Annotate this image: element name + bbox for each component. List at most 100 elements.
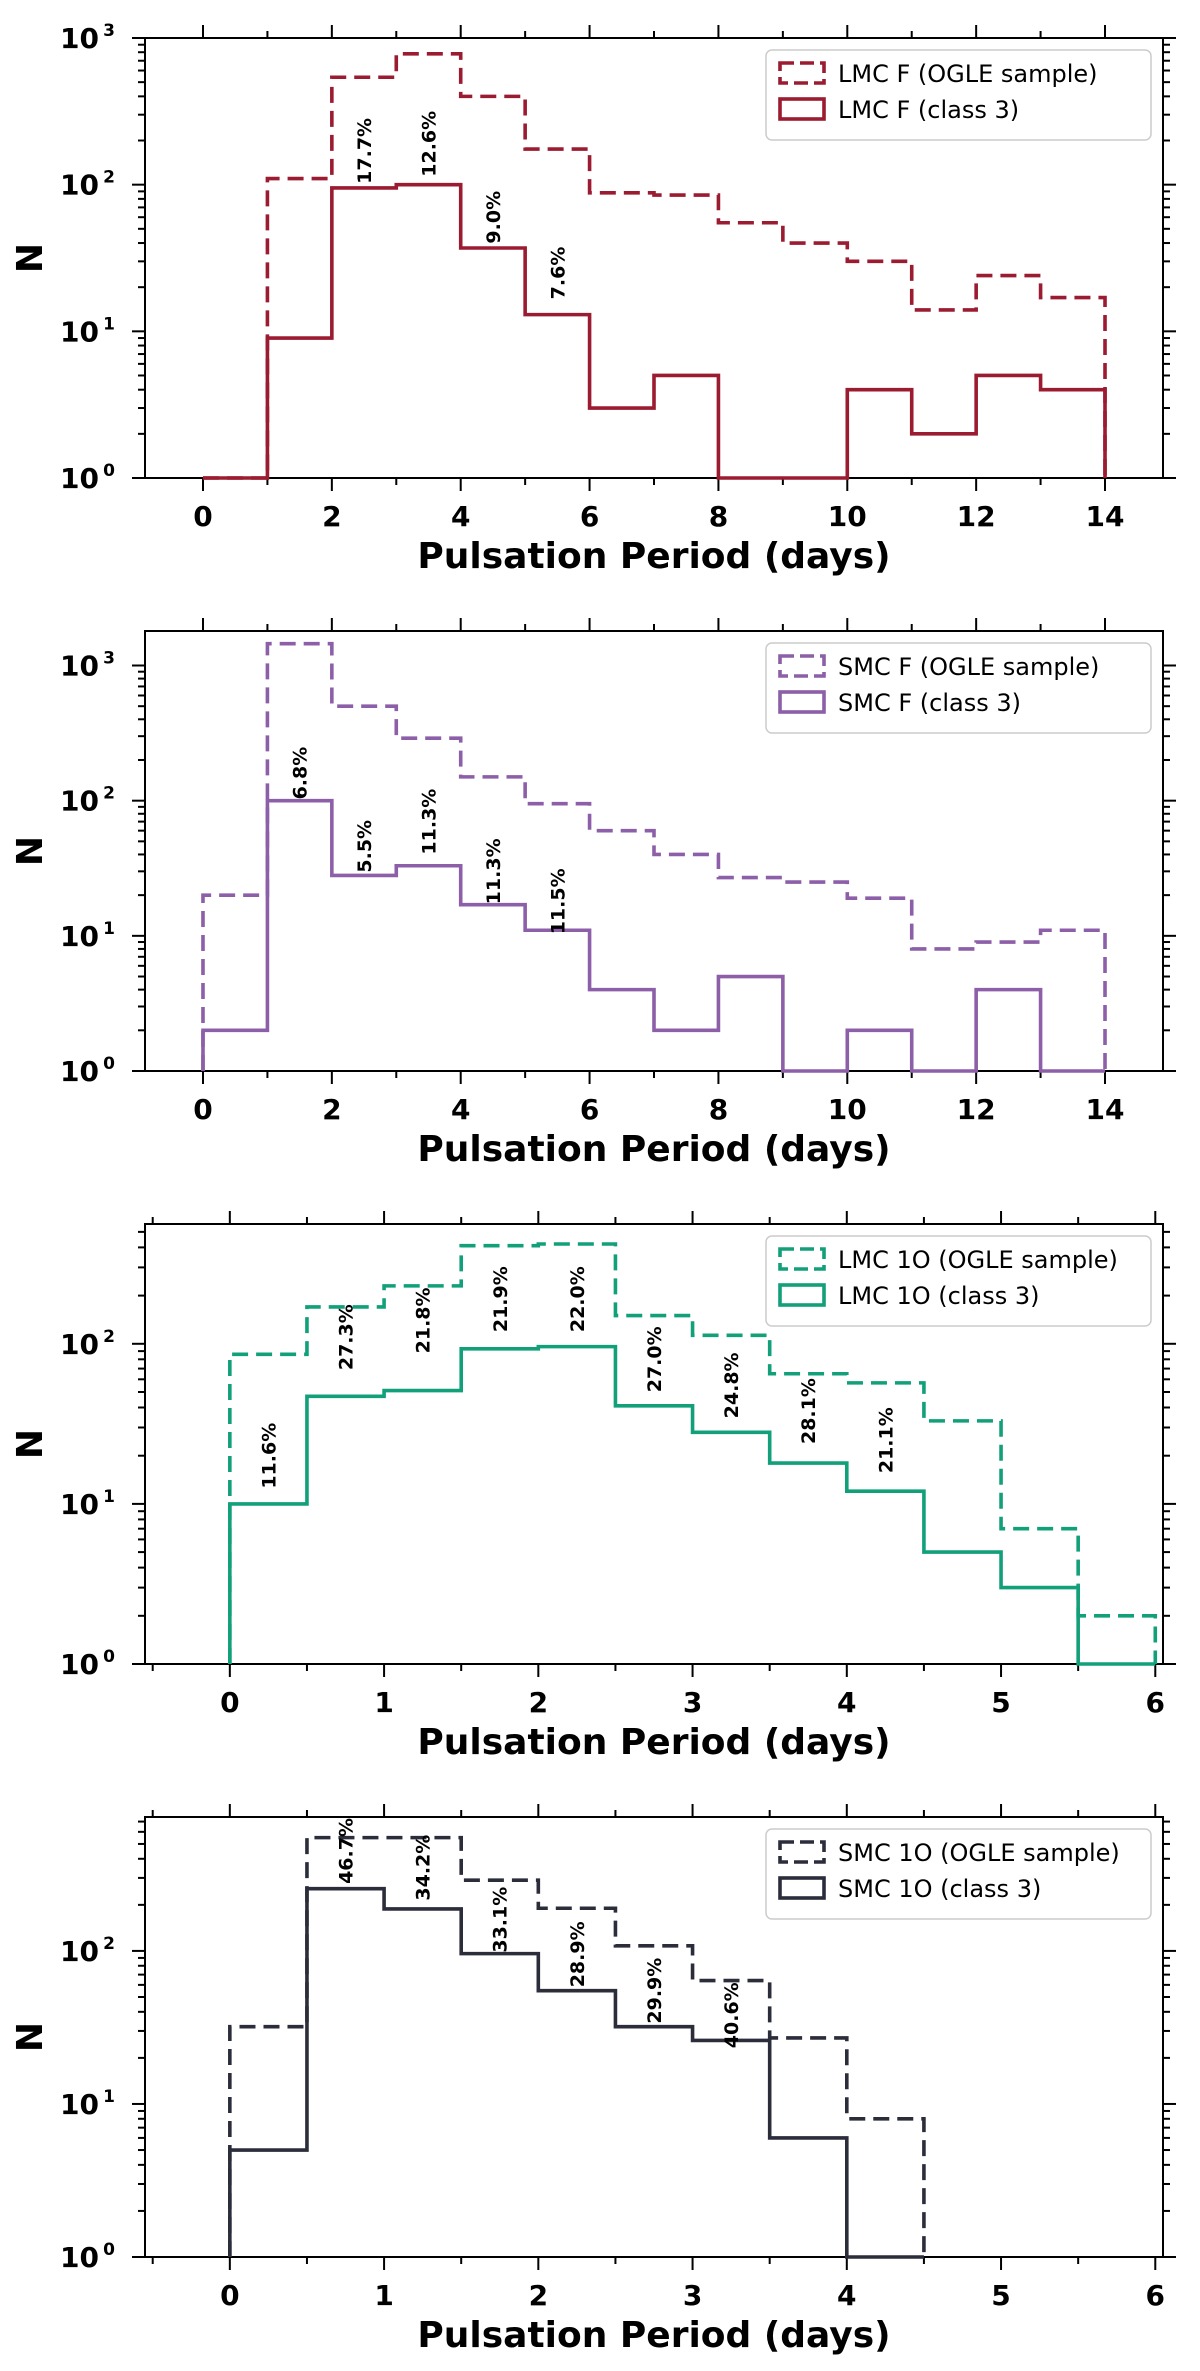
x-tick-label: 8 — [709, 500, 728, 533]
y-tick-exponent: 1 — [103, 919, 115, 939]
y-tick-base: 10 — [60, 1488, 99, 1521]
x-tick-label: 6 — [1146, 1686, 1165, 1719]
x-tick-label: 4 — [451, 1093, 470, 1126]
x-tick-label: 2 — [322, 500, 341, 533]
percentage-label: 27.3% — [336, 1304, 358, 1370]
y-tick-base: 10 — [60, 2241, 99, 2274]
y-tick-label: 10 — [60, 315, 99, 348]
y-tick-exponent: 0 — [103, 461, 115, 481]
y-tick-exponent: 2 — [103, 168, 115, 188]
x-axis-title: Pulsation Period (days) — [417, 1129, 890, 1170]
y-tick-label: 10 — [60, 1055, 99, 1088]
legend: LMC F (OGLE sample) LMC F (class 3) — [765, 49, 1152, 141]
y-tick-base: 10 — [60, 785, 99, 818]
x-tick-label: 5 — [991, 1686, 1010, 1719]
x-axis-title: Pulsation Period (days) — [417, 1722, 890, 1763]
legend-swatch-solid — [778, 97, 826, 121]
legend-box — [765, 49, 1152, 141]
y-tick-label: 10 — [60, 785, 99, 818]
percentage-label: 22.0% — [567, 1266, 589, 1332]
legend-label: LMC 1O (class 3) — [838, 1282, 1039, 1310]
x-tick-label: 4 — [837, 1686, 856, 1719]
x-tick-label: 6 — [580, 500, 599, 533]
y-tick-label: 10 — [60, 462, 99, 495]
percentage-label: 46.7% — [336, 1818, 358, 1884]
percentage-label: 9.0% — [483, 191, 505, 244]
y-tick-base: 10 — [60, 462, 99, 495]
percentage-label: 40.6% — [721, 1982, 743, 2048]
percentage-label: 11.3% — [483, 838, 505, 904]
x-tick-label: 2 — [322, 1093, 341, 1126]
ogle-sample-histogram — [202, 52, 1107, 480]
x-tick-label: 3 — [683, 2279, 702, 2312]
y-tick-exponent: 1 — [103, 2087, 115, 2107]
percentage-label: 29.9% — [644, 1958, 666, 2024]
percentage-label: 11.5% — [547, 868, 569, 934]
percentage-label: 11.6% — [258, 1423, 280, 1489]
legend-label: SMC F (OGLE sample) — [838, 653, 1099, 681]
legend-label: SMC 1O (OGLE sample) — [838, 1839, 1120, 1867]
y-tick-exponent: 1 — [103, 314, 115, 334]
class3-histogram — [202, 182, 1107, 480]
y-tick-base: 10 — [60, 2088, 99, 2121]
y-tick-exponent: 3 — [103, 649, 115, 669]
percentage-label: 34.2% — [413, 1835, 435, 1901]
legend-box — [765, 1828, 1152, 1920]
percentage-label: 21.8% — [413, 1287, 435, 1353]
legend-swatch-dashed — [778, 654, 826, 678]
legend-label: LMC 1O (OGLE sample) — [838, 1246, 1118, 1274]
x-tick-label: 2 — [529, 1686, 548, 1719]
y-tick-label: 10 — [60, 2088, 99, 2121]
y-tick-base: 10 — [60, 1935, 99, 1968]
percentage-label: 33.1% — [490, 1887, 512, 1953]
legend-swatch-dashed — [778, 1247, 826, 1271]
legend-swatch-solid — [778, 1283, 826, 1307]
y-tick-exponent: 0 — [103, 2240, 115, 2260]
y-tick-exponent: 3 — [103, 21, 115, 41]
legend: SMC F (OGLE sample) SMC F (class 3) — [765, 642, 1152, 734]
y-tick-label: 10 — [60, 1488, 99, 1521]
percentage-label: 28.9% — [567, 1921, 589, 1987]
y-tick-base: 10 — [60, 315, 99, 348]
y-tick-exponent: 0 — [103, 1647, 115, 1667]
plot-frame — [144, 1223, 1164, 1665]
y-axis-title: N — [10, 1429, 51, 1459]
percentage-label: 11.3% — [418, 789, 440, 855]
x-tick-label: 0 — [193, 1093, 212, 1126]
x-tick-label: 12 — [957, 1093, 996, 1126]
x-tick-label: 0 — [220, 1686, 239, 1719]
y-tick-label: 10 — [60, 2241, 99, 2274]
y-tick-exponent: 1 — [103, 1487, 115, 1507]
percentage-label: 27.0% — [644, 1326, 666, 1392]
x-tick-label: 10 — [828, 500, 867, 533]
y-tick-exponent: 2 — [103, 784, 115, 804]
legend-label: SMC F (class 3) — [838, 689, 1021, 717]
y-axis-title: N — [10, 2022, 51, 2052]
y-tick-label: 10 — [60, 1648, 99, 1681]
y-tick-label: 10 — [60, 169, 99, 202]
x-tick-label: 6 — [580, 1093, 599, 1126]
legend-swatch-dashed — [778, 61, 826, 85]
ogle-sample-histogram — [228, 1242, 1158, 1664]
legend: SMC 1O (OGLE sample) SMC 1O (class 3) — [765, 1828, 1152, 1920]
legend-box — [765, 1235, 1152, 1327]
y-tick-base: 10 — [60, 169, 99, 202]
x-tick-label: 4 — [837, 2279, 856, 2312]
plot-frame — [144, 1816, 1164, 2258]
y-tick-exponent: 2 — [103, 1327, 115, 1347]
x-axis-title: Pulsation Period (days) — [417, 536, 890, 577]
class3-histogram — [228, 1886, 924, 2259]
percentage-label: 6.8% — [290, 747, 312, 800]
x-tick-label: 5 — [991, 2279, 1010, 2312]
y-tick-base: 10 — [60, 1328, 99, 1361]
legend-label: SMC 1O (class 3) — [838, 1875, 1041, 1903]
class3-histogram — [228, 1344, 1156, 1666]
y-tick-label: 10 — [60, 650, 99, 683]
y-tick-base: 10 — [60, 1055, 99, 1088]
percentage-label: 7.6% — [547, 247, 569, 300]
x-tick-label: 14 — [1086, 1093, 1125, 1126]
